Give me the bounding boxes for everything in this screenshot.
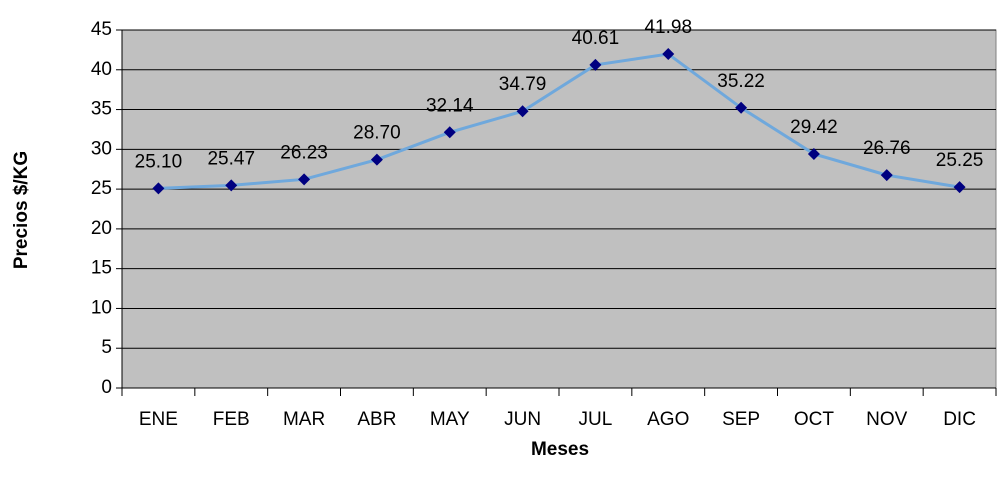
marker: [516, 105, 529, 118]
data-label: 28.70: [353, 123, 401, 144]
marker: [807, 147, 820, 160]
y-tick-label: 30: [91, 138, 112, 159]
data-label: 34.79: [499, 74, 547, 95]
data-label: 26.76: [863, 138, 911, 159]
x-tick-label: FEB: [213, 409, 250, 430]
marker: [880, 169, 893, 182]
marker: [953, 181, 966, 194]
marker: [225, 179, 238, 192]
y-tick-label: 20: [91, 218, 112, 239]
marker: [589, 58, 602, 71]
x-tick-label: DIC: [943, 409, 976, 430]
x-tick-label: ABR: [357, 409, 396, 430]
y-tick-label: 40: [91, 59, 112, 80]
plot-area: [121, 29, 997, 389]
line: [158, 52, 960, 190]
marker: [735, 101, 748, 114]
x-tick-label: NOV: [866, 409, 908, 430]
x-tick-label: AGO: [647, 409, 689, 430]
y-tick-label: 0: [101, 377, 112, 398]
x-tick-label: MAR: [283, 409, 325, 430]
y-tick-label: 45: [91, 19, 112, 40]
x-tick-label: JUN: [504, 409, 541, 430]
x-tick-label: SEP: [722, 409, 760, 430]
y-tick-label: 5: [101, 337, 112, 358]
data-label: 35.22: [717, 71, 765, 92]
data-label: 40.61: [572, 28, 620, 49]
y-tick-label: 10: [91, 297, 112, 318]
data-label: 25.25: [936, 150, 984, 171]
y-axis-title: Precios $/KG: [11, 151, 32, 269]
y-tick-label: 25: [91, 178, 112, 199]
marker: [370, 153, 383, 166]
marker: [662, 48, 675, 61]
data-label: 29.42: [790, 117, 838, 138]
x-tick-label: JUL: [579, 409, 613, 430]
data-label: 41.98: [644, 17, 692, 38]
data-label: 32.14: [426, 95, 474, 116]
marker: [152, 182, 165, 195]
x-tick-label: OCT: [794, 409, 835, 430]
y-tick-label: 15: [91, 258, 112, 279]
y-tick-label: 35: [91, 99, 112, 120]
marker: [443, 126, 456, 139]
data-label: 25.10: [135, 151, 183, 172]
data-label: 25.47: [207, 148, 255, 169]
x-tick-label: ENE: [139, 409, 178, 430]
data-label: 26.23: [280, 142, 328, 163]
x-tick-label: MAY: [430, 409, 470, 430]
x-axis-title: Meses: [531, 439, 589, 460]
marker: [298, 173, 311, 186]
